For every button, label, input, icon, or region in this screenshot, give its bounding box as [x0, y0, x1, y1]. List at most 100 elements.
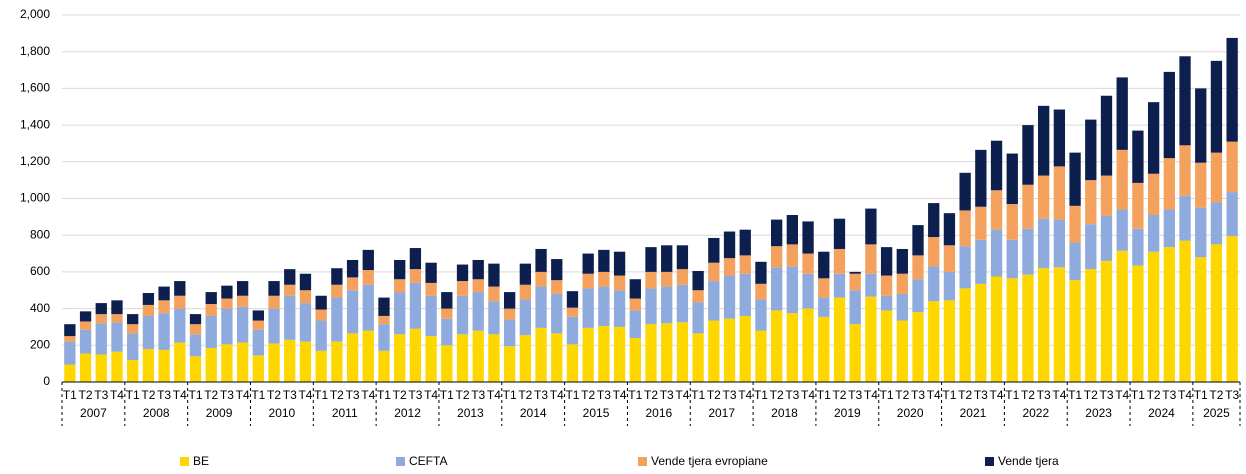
- bar-segment: [990, 229, 1003, 277]
- x-tick-label: T2: [581, 388, 595, 402]
- x-tick-label: T1: [817, 388, 831, 402]
- bar-segment: [1038, 105, 1050, 176]
- bar-segment: [833, 297, 846, 382]
- x-group-label: 2025: [1203, 406, 1230, 420]
- y-tick-label: 600: [30, 264, 50, 278]
- bar-segment: [79, 321, 92, 330]
- bar-segment: [299, 303, 312, 342]
- bar-segment: [111, 300, 123, 315]
- x-group-label: 2016: [646, 406, 673, 420]
- x-group-label: 2012: [394, 406, 421, 420]
- bar-segment: [315, 350, 327, 382]
- x-tick-label: T1: [1131, 388, 1145, 402]
- bar-segment: [284, 269, 296, 285]
- bar-segment: [535, 327, 547, 382]
- bar-segment: [378, 297, 390, 316]
- bar-segment: [1179, 56, 1191, 146]
- bar-segment: [755, 330, 767, 382]
- bar-segment: [315, 320, 327, 351]
- bar-segment: [943, 213, 956, 246]
- x-tick-label: T2: [393, 388, 407, 402]
- legend-label: CEFTA: [409, 454, 447, 468]
- bar-segment: [755, 261, 767, 284]
- bar-segment: [661, 323, 673, 382]
- y-tick-label: 1,800: [20, 44, 50, 58]
- bar-segment: [975, 239, 987, 284]
- bar-segment: [896, 248, 908, 274]
- bar-segment: [1132, 182, 1144, 229]
- bar-segment: [975, 149, 987, 207]
- bar-segment: [833, 248, 846, 274]
- legend-swatch: [396, 457, 405, 466]
- bar-segment: [174, 281, 186, 296]
- bar-segment: [252, 310, 264, 321]
- x-group-label: 2017: [708, 406, 735, 420]
- bar-segment: [770, 310, 783, 382]
- x-tick-label: T2: [1209, 388, 1223, 402]
- bar-segment: [865, 296, 877, 382]
- bar-segment: [613, 290, 626, 327]
- bar-segment: [755, 283, 767, 300]
- bar-segment: [723, 231, 736, 259]
- x-group-label: 2009: [206, 406, 233, 420]
- legend-label: BE: [193, 454, 209, 468]
- x-tick-label: T1: [314, 388, 328, 402]
- bar-segment: [331, 284, 343, 298]
- bar-segment: [551, 293, 563, 334]
- bar-segment: [535, 271, 547, 287]
- bar-segment: [189, 356, 202, 382]
- bar-segment: [205, 348, 217, 382]
- bar-segment: [723, 318, 736, 382]
- bar-segment: [205, 304, 217, 316]
- bar-segment: [378, 315, 390, 325]
- y-tick-label: 2,000: [20, 7, 50, 21]
- bar-segment: [943, 271, 956, 301]
- bar-segment: [346, 277, 359, 291]
- bar-segment: [456, 264, 469, 282]
- bar-segment: [189, 324, 202, 335]
- bar-segment: [880, 310, 893, 382]
- bar-segment: [1195, 162, 1207, 208]
- bar-segment: [1179, 240, 1191, 382]
- bar-segment: [189, 314, 202, 325]
- bar-segment: [378, 350, 390, 382]
- bar-segment: [268, 308, 280, 344]
- bar-segment: [221, 285, 233, 299]
- x-tick-label: T2: [204, 388, 218, 402]
- x-group-label: 2023: [1085, 406, 1112, 420]
- bar-segment: [1069, 242, 1081, 281]
- legend-swatch: [638, 457, 647, 466]
- x-tick-label: T4: [550, 388, 564, 402]
- bar-segment: [441, 292, 453, 309]
- bar-segment: [64, 336, 76, 342]
- x-tick-label: T3: [471, 388, 485, 402]
- bar-segment: [472, 259, 484, 280]
- bar-segment: [786, 313, 799, 382]
- bar-segment: [1006, 153, 1018, 205]
- bar-segment: [661, 286, 673, 324]
- x-tick-label: T1: [63, 388, 77, 402]
- bar-segment: [158, 286, 170, 301]
- bar-segment: [503, 346, 516, 382]
- bar-segment: [425, 282, 437, 296]
- bar-segment: [912, 279, 924, 313]
- bar-segment: [1195, 257, 1207, 382]
- bar-segment: [865, 273, 877, 297]
- bar-segment: [142, 293, 155, 305]
- legend-label: Vende tjera evropiane: [651, 454, 768, 468]
- bar-segment: [629, 298, 641, 311]
- bar-segment: [111, 314, 123, 323]
- bar-segment: [378, 324, 390, 351]
- bar-segment: [456, 281, 469, 296]
- bar-segment: [79, 353, 92, 382]
- x-tick-label: T2: [267, 388, 281, 402]
- bar-segment: [739, 229, 751, 256]
- bar-segment: [975, 206, 987, 240]
- bar-segment: [315, 295, 327, 310]
- bar-segment: [692, 270, 704, 291]
- bar-segment: [1163, 209, 1175, 248]
- bar-segment: [362, 284, 374, 331]
- bar-segment: [692, 333, 704, 382]
- bar-segment: [598, 286, 610, 327]
- y-tick-label: 0: [43, 374, 50, 388]
